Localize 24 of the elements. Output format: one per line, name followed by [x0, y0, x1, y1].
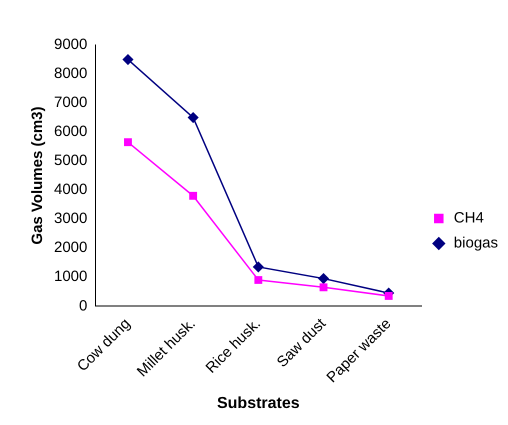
point — [253, 262, 264, 272]
point — [124, 138, 132, 146]
y-tick-label: 7000 — [54, 94, 88, 112]
point — [384, 292, 393, 300]
y-axis-title: Gas Volumes (cm3) — [29, 106, 46, 245]
y-tick-label: 9000 — [54, 36, 88, 54]
legend-label: biogas — [454, 234, 498, 252]
point — [318, 273, 329, 284]
y-tick-label: 4000 — [54, 181, 88, 198]
point — [320, 283, 328, 292]
x-axis-title: Substrates — [216, 394, 300, 412]
y-tick-label: 1000 — [54, 268, 88, 286]
y-tick-label: 3000 — [54, 210, 88, 228]
point — [254, 276, 262, 284]
y-tick-label: 0 — [79, 297, 88, 314]
x-tick-label: Saw dust — [274, 314, 330, 371]
legend-label: CH4 — [454, 210, 484, 227]
point — [122, 54, 134, 65]
y-tick-label: 2000 — [54, 239, 88, 256]
y-tick-label: 6000 — [54, 123, 88, 140]
point — [189, 192, 198, 200]
point — [188, 112, 198, 123]
y-tick-label: 8000 — [54, 65, 88, 82]
y-tick-label: 5000 — [54, 152, 88, 170]
